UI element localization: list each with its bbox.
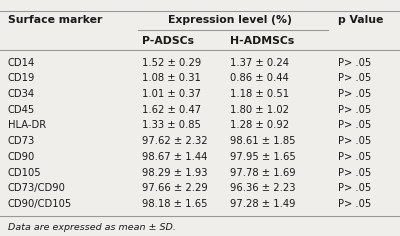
Text: CD73: CD73: [8, 136, 35, 146]
Text: CD73/CD90: CD73/CD90: [8, 183, 66, 194]
Text: CD90/CD105: CD90/CD105: [8, 199, 72, 209]
Text: CD45: CD45: [8, 105, 35, 115]
Text: P> .05: P> .05: [338, 199, 371, 209]
Text: 1.08 ± 0.31: 1.08 ± 0.31: [142, 73, 201, 83]
Text: 0.86 ± 0.44: 0.86 ± 0.44: [230, 73, 289, 83]
Text: 97.78 ± 1.69: 97.78 ± 1.69: [230, 168, 296, 178]
Text: 1.18 ± 0.51: 1.18 ± 0.51: [230, 89, 289, 99]
Text: 1.33 ± 0.85: 1.33 ± 0.85: [142, 120, 201, 131]
Text: 98.29 ± 1.93: 98.29 ± 1.93: [142, 168, 208, 178]
Text: CD90: CD90: [8, 152, 35, 162]
Text: 1.80 ± 1.02: 1.80 ± 1.02: [230, 105, 289, 115]
Text: CD34: CD34: [8, 89, 35, 99]
Text: P> .05: P> .05: [338, 105, 371, 115]
Text: 97.66 ± 2.29: 97.66 ± 2.29: [142, 183, 208, 194]
Text: P> .05: P> .05: [338, 120, 371, 131]
Text: P> .05: P> .05: [338, 152, 371, 162]
Text: 97.28 ± 1.49: 97.28 ± 1.49: [230, 199, 296, 209]
Text: 98.18 ± 1.65: 98.18 ± 1.65: [142, 199, 208, 209]
Text: 1.28 ± 0.92: 1.28 ± 0.92: [230, 120, 289, 131]
Text: P> .05: P> .05: [338, 58, 371, 67]
Text: 98.61 ± 1.85: 98.61 ± 1.85: [230, 136, 296, 146]
Text: Surface marker: Surface marker: [8, 15, 102, 25]
Text: P-ADSCs: P-ADSCs: [142, 36, 194, 46]
Text: CD105: CD105: [8, 168, 42, 178]
Text: HLA-DR: HLA-DR: [8, 120, 46, 131]
Text: 1.52 ± 0.29: 1.52 ± 0.29: [142, 58, 201, 67]
Text: Expression level (%): Expression level (%): [168, 15, 292, 25]
Text: P> .05: P> .05: [338, 168, 371, 178]
Text: P> .05: P> .05: [338, 89, 371, 99]
Text: 1.37 ± 0.24: 1.37 ± 0.24: [230, 58, 289, 67]
Text: H-ADMSCs: H-ADMSCs: [230, 36, 294, 46]
Text: CD14: CD14: [8, 58, 35, 67]
Text: CD19: CD19: [8, 73, 35, 83]
Text: p Value: p Value: [338, 15, 383, 25]
Text: 97.95 ± 1.65: 97.95 ± 1.65: [230, 152, 296, 162]
Text: 98.67 ± 1.44: 98.67 ± 1.44: [142, 152, 207, 162]
Text: P> .05: P> .05: [338, 183, 371, 194]
Text: P> .05: P> .05: [338, 136, 371, 146]
Text: 1.62 ± 0.47: 1.62 ± 0.47: [142, 105, 201, 115]
Text: P> .05: P> .05: [338, 73, 371, 83]
Text: 96.36 ± 2.23: 96.36 ± 2.23: [230, 183, 296, 194]
Text: 97.62 ± 2.32: 97.62 ± 2.32: [142, 136, 208, 146]
Text: Data are expressed as mean ± SD.: Data are expressed as mean ± SD.: [8, 223, 176, 232]
Text: 1.01 ± 0.37: 1.01 ± 0.37: [142, 89, 201, 99]
